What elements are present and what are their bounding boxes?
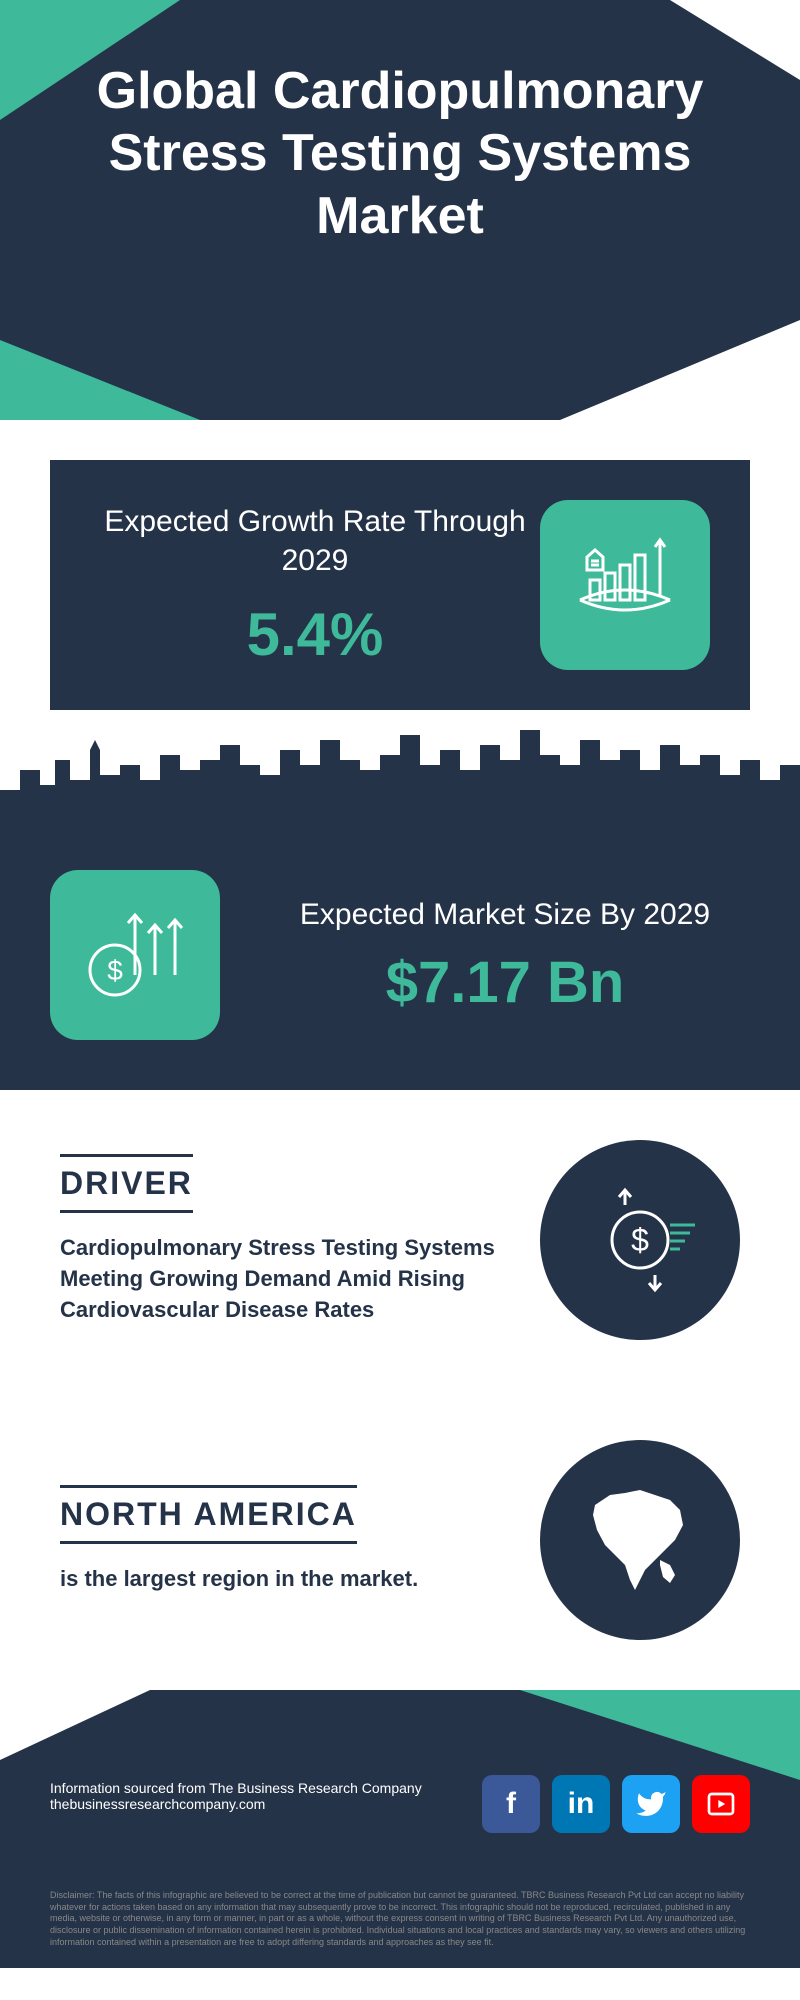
- triangle-decoration: [520, 1690, 800, 1780]
- header-panel: Global Cardiopulmonary Stress Testing Sy…: [0, 0, 800, 420]
- youtube-icon[interactable]: [692, 1775, 750, 1833]
- market-size-panel: $ Expected Market Size By 2029 $7.17 Bn: [0, 830, 800, 1090]
- size-value: $7.17 Bn: [260, 949, 750, 1016]
- twitter-icon[interactable]: [622, 1775, 680, 1833]
- svg-text:$: $: [631, 1222, 649, 1258]
- growth-value: 5.4%: [90, 600, 540, 669]
- size-label: Expected Market Size By 2029: [260, 895, 750, 934]
- north-america-map-icon: [540, 1440, 740, 1640]
- dollar-arrows-icon: $: [50, 870, 220, 1040]
- triangle-decoration: [670, 0, 800, 80]
- region-heading: NORTH AMERICA: [60, 1485, 357, 1544]
- social-icons: f in: [482, 1775, 750, 1833]
- skyline-decoration: [0, 710, 800, 830]
- facebook-icon[interactable]: f: [482, 1775, 540, 1833]
- svg-text:$: $: [107, 955, 123, 986]
- driver-section: DRIVER Cardiopulmonary Stress Testing Sy…: [0, 1090, 800, 1390]
- growth-chart-icon: [540, 500, 710, 670]
- triangle-decoration: [0, 0, 180, 120]
- triangle-decoration: [0, 340, 200, 420]
- triangle-decoration: [0, 1690, 150, 1760]
- driver-body: Cardiopulmonary Stress Testing Systems M…: [60, 1233, 510, 1325]
- disclaimer-text: Disclaimer: The facts of this infographi…: [0, 1890, 800, 1968]
- region-section: NORTH AMERICA is the largest region in t…: [0, 1390, 800, 1690]
- footer-panel: Information sourced from The Business Re…: [0, 1690, 800, 1890]
- growth-panel: Expected Growth Rate Through 2029 5.4%: [50, 460, 750, 710]
- linkedin-icon[interactable]: in: [552, 1775, 610, 1833]
- triangle-decoration: [560, 320, 800, 420]
- growth-label: Expected Growth Rate Through 2029: [90, 502, 540, 580]
- region-body: is the largest region in the market.: [60, 1564, 510, 1595]
- driver-icon: $: [540, 1140, 740, 1340]
- driver-heading: DRIVER: [60, 1154, 193, 1213]
